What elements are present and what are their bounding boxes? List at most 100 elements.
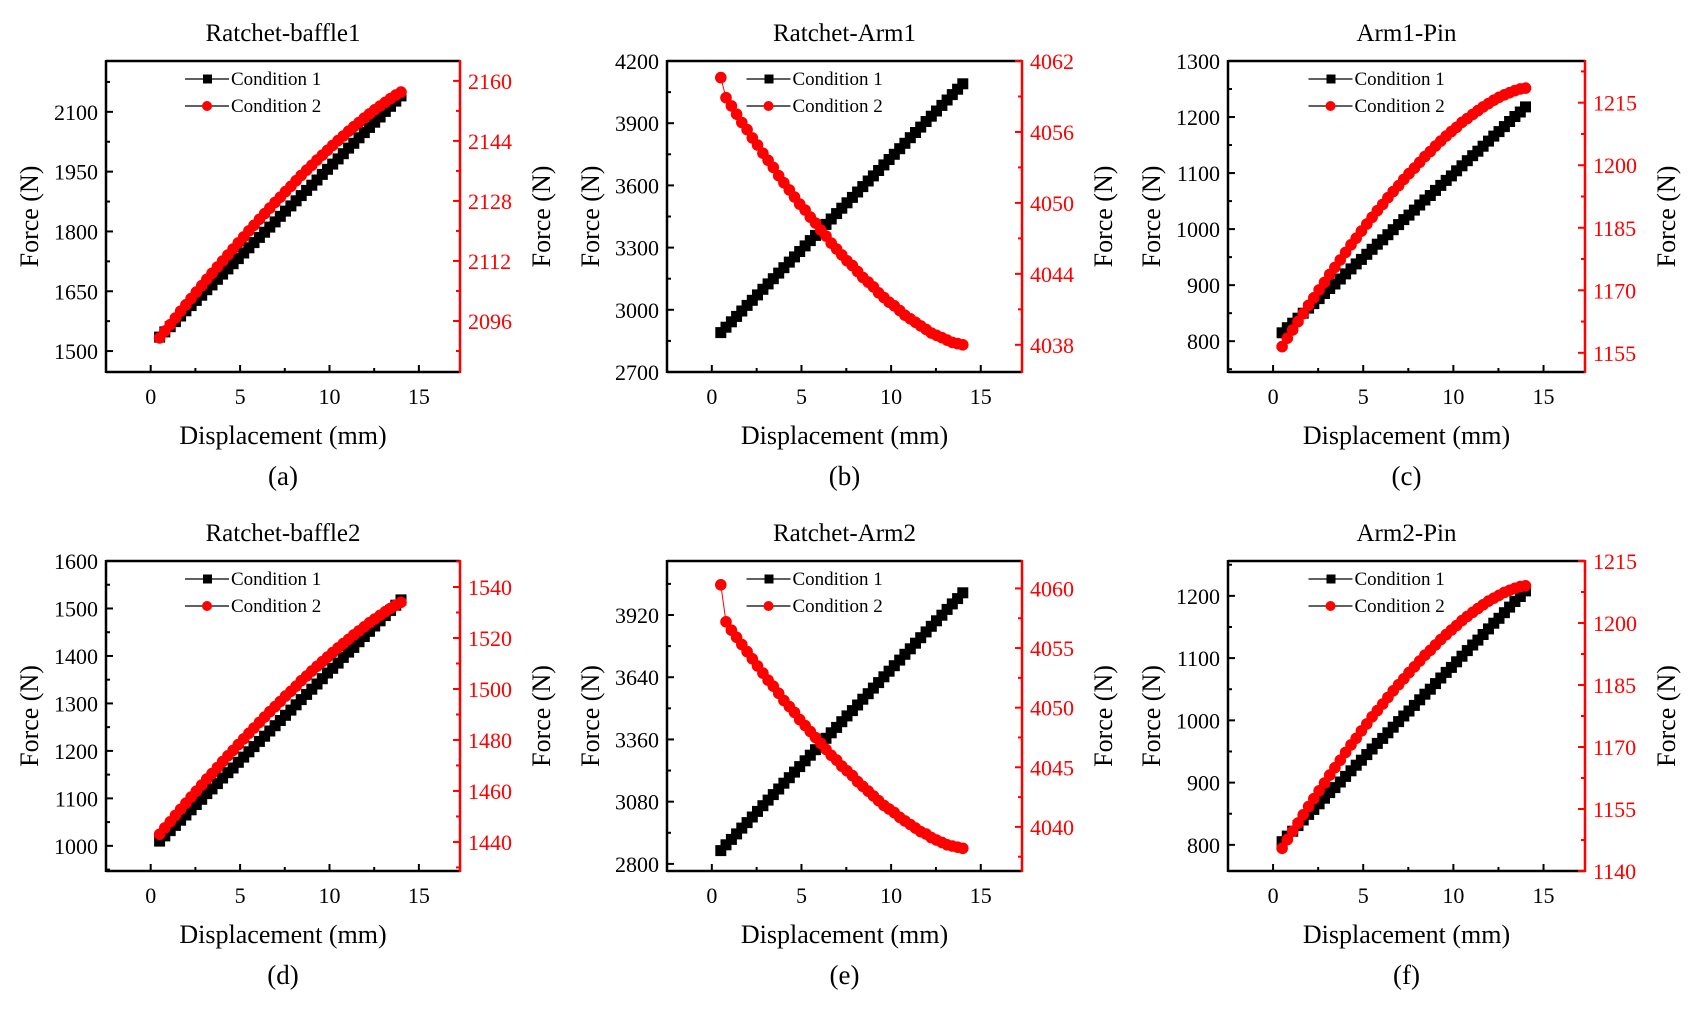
y-tick-label-left: 1300 [54,691,98,716]
plot-area [153,594,407,847]
y-tick-label-right: 2112 [468,249,511,274]
data-point-condition-1 [778,262,790,274]
y-tick-label-left: 2700 [615,360,659,385]
data-point-condition-1 [767,273,779,285]
x-tick-label: 5 [796,883,807,908]
data-point-condition-1 [1451,656,1463,668]
chart-panel-e: Ratchet-Arm2 0 5 10 15 2800 3080 3360 3640 3920 40… [576,520,1118,990]
y-tick-label-right: 2144 [468,129,512,154]
data-point-condition-1 [211,778,223,790]
data-point-condition-1 [878,671,890,683]
chart-title: Ratchet-baffle1 [205,20,360,47]
x-tick-label: 10 [880,883,902,908]
x-axis-label: Displacement (mm) [741,920,948,949]
data-point-condition-1 [831,721,843,733]
y-tick-label-left: 1000 [54,834,98,859]
data-point-condition-1 [846,705,858,717]
data-point-condition-1 [741,817,753,829]
y-tick-label-right: 4038 [1030,333,1074,358]
y-tick-label-right: 1460 [468,779,512,804]
panel-label: (d) [267,960,298,990]
x-tick-label: 15 [1533,384,1555,409]
x-axis-label: Displacement (mm) [179,920,386,949]
y-tick-label-right: 4040 [1030,815,1074,840]
y-tick-label-right: 1185 [1593,216,1636,241]
data-point-condition-1 [715,845,727,857]
y-tick-label-left: 4200 [615,49,659,74]
y-tick-label-right: 4045 [1030,755,1074,780]
data-point-condition-1 [904,643,916,655]
data-point-condition-1 [810,229,821,241]
y-tick-label-right: 1215 [1593,91,1637,116]
x-tick-label: 15 [970,883,992,908]
data-point-condition-1 [857,181,869,193]
data-point-condition-1 [1377,732,1389,744]
chart-title: Arm2-Pin [1357,520,1458,547]
legend: Condition 1 Condition 2 [1308,569,1445,617]
y-tick-label-left: 3920 [615,603,659,628]
panel-label: (a) [268,461,298,491]
y-tick-label-left: 2800 [615,852,659,877]
y-tick-label-left: 900 [1187,771,1220,796]
chart-title: Ratchet-Arm1 [773,20,916,47]
y-tick-label-right: 4060 [1030,576,1074,601]
y-axis-label-left: Force (N) [1137,166,1166,268]
x-tick-label: 10 [880,384,902,409]
data-point-condition-2 [1276,340,1288,353]
y-tick-label-left: 1500 [54,596,98,621]
data-point-condition-1 [936,609,948,621]
chart-panel-b: Ratchet-Arm1 0 5 10 15 2700 3000 3300 3600 3900 42… [576,20,1118,491]
panel-label: (f) [1393,960,1420,990]
y-tick-label-left: 1800 [54,219,98,244]
y-axis-label-right: Force (N) [527,166,556,268]
x-axis-label: Displacement (mm) [1303,421,1510,450]
data-point-condition-1 [1387,721,1399,733]
data-point-condition-1 [783,772,795,784]
data-point-condition-1 [852,699,864,711]
panel-label: (b) [829,461,860,491]
chart-title: Arm1-Pin [1357,20,1458,47]
data-point-condition-1 [1445,661,1457,673]
x-tick-label: 15 [1533,883,1555,908]
data-point-condition-1 [206,279,218,291]
legend: Condition 1 Condition 2 [185,569,321,617]
data-point-condition-1 [862,688,874,700]
data-point-condition-1 [1313,798,1325,810]
data-point-condition-1 [1504,601,1516,613]
data-point-condition-1 [1366,743,1378,755]
data-point-condition-2 [395,86,407,98]
y-axis-label-right: Force (N) [1089,166,1118,268]
y-tick-label-right: 4050 [1030,696,1074,721]
data-point-condition-1 [873,165,885,176]
data-point-condition-2 [715,71,727,84]
y-tick-label-right: 1185 [1593,673,1636,698]
legend-entry: Condition 1 [1355,69,1445,90]
data-point-condition-2 [1292,817,1304,829]
data-point-condition-2 [1519,82,1532,94]
data-point-condition-2 [957,339,969,351]
data-point-condition-1 [1329,782,1341,794]
data-point-condition-1 [899,137,911,149]
data-point-condition-1 [888,148,900,160]
data-point-condition-1 [794,761,806,773]
data-point-condition-1 [746,811,758,823]
data-point-condition-1 [1520,101,1531,113]
y-axis-label-right: Force (N) [527,665,556,767]
data-point-condition-1 [1472,634,1484,646]
plot-area [1276,580,1532,855]
y-tick-label-right: 1500 [468,677,512,702]
x-tick-label: 0 [145,384,156,409]
x-tick-label: 0 [1268,883,1279,908]
x-tick-label: 5 [235,883,246,908]
plot-area [715,579,969,857]
y-axis-label-left: Force (N) [576,166,605,268]
data-point-condition-1 [1403,705,1415,717]
y-tick-label-left: 1200 [1176,105,1220,130]
data-point-condition-2 [1297,809,1309,821]
y-tick-label-right: 4050 [1030,191,1074,216]
legend-marker-circle [763,101,774,111]
y-axis-label-left: Force (N) [15,665,44,767]
x-tick-label: 10 [318,384,340,409]
y-tick-label-left: 1400 [54,644,98,669]
y-tick-label-right: 4062 [1030,49,1074,74]
